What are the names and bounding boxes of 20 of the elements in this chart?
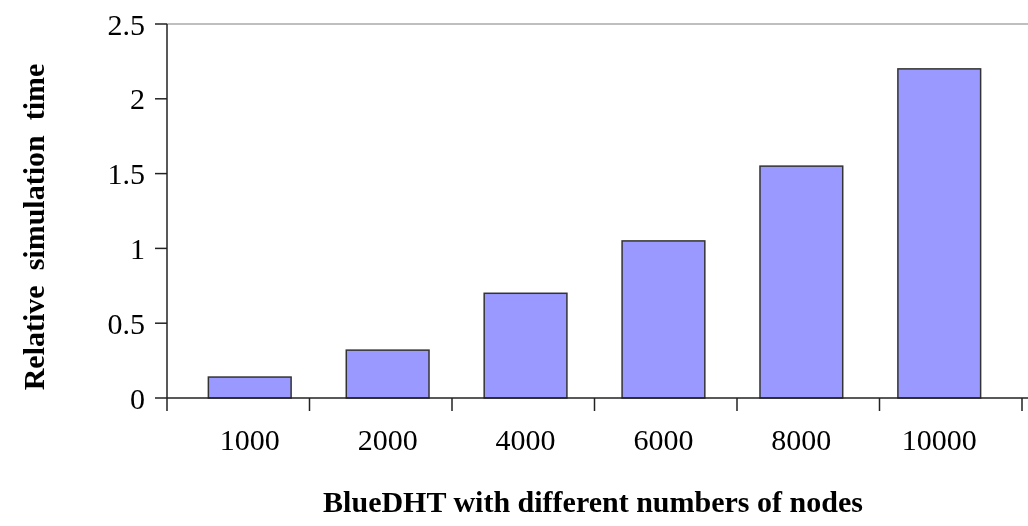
x-tick-label: 2000 <box>357 423 418 456</box>
bar <box>897 68 982 399</box>
y-tick-label: 1 <box>130 231 145 265</box>
y-tick-label: 2.5 <box>107 7 145 41</box>
bar <box>483 292 568 399</box>
x-tick-label: 4000 <box>495 423 556 456</box>
y-tick-label: 1.5 <box>107 157 145 191</box>
y-tick-label: 0 <box>130 381 145 415</box>
y-tick-label: 0.5 <box>107 306 145 340</box>
bar <box>345 349 430 399</box>
bar <box>759 165 844 399</box>
y-tick-label: 2 <box>130 82 145 116</box>
x-tick-label: 1000 <box>219 423 280 456</box>
x-axis-title: BlueDHT with different numbers of nodes <box>323 485 863 518</box>
bar <box>207 376 292 399</box>
x-tick-label: 10000 <box>901 423 977 456</box>
bar <box>621 240 706 399</box>
x-tick-label: 8000 <box>771 423 832 456</box>
y-axis-title: Relative simulation time <box>17 63 50 391</box>
x-tick-label: 6000 <box>633 423 694 456</box>
